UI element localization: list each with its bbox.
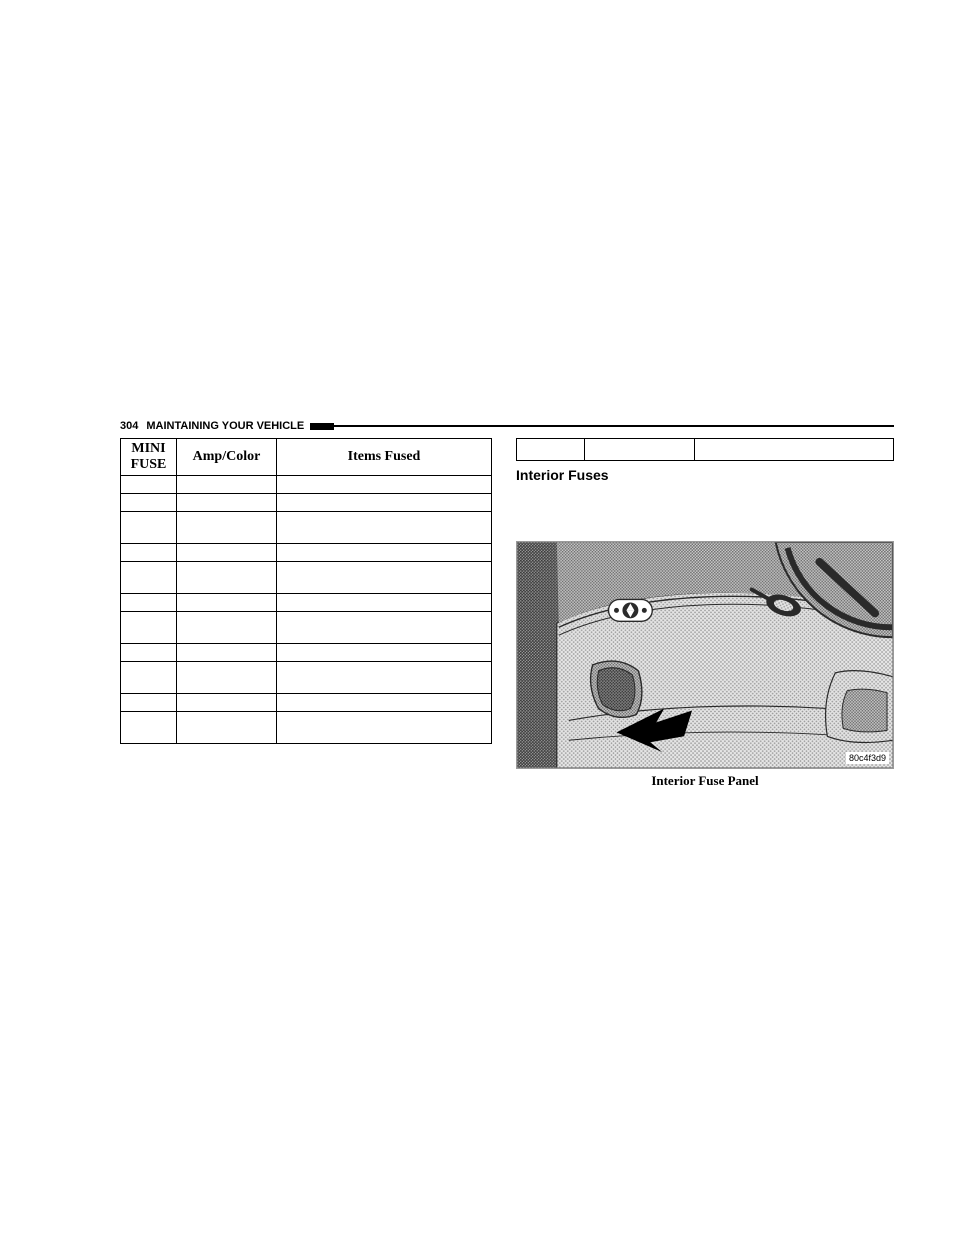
table-cell xyxy=(277,644,492,662)
table-row xyxy=(517,439,894,461)
fuse-table-body xyxy=(121,476,492,744)
table-row xyxy=(121,476,492,494)
section-heading: Interior Fuses xyxy=(516,467,894,483)
figure-caption: Interior Fuse Panel xyxy=(516,773,894,789)
table-cell xyxy=(177,594,277,612)
table-cell xyxy=(121,662,177,694)
table-cell xyxy=(121,612,177,644)
table-cell xyxy=(277,694,492,712)
table-row xyxy=(121,644,492,662)
table-cell xyxy=(177,694,277,712)
header-tick xyxy=(310,423,334,430)
fuse-table-header-2: Items Fused xyxy=(277,439,492,476)
table-row xyxy=(121,594,492,612)
interior-fuse-panel-figure: 80c4f3d9 xyxy=(516,541,894,769)
table-cell xyxy=(177,494,277,512)
table-row xyxy=(121,512,492,544)
table-cell xyxy=(177,562,277,594)
table-cell xyxy=(277,612,492,644)
table-cell xyxy=(121,494,177,512)
table-cell xyxy=(517,439,585,461)
table-cell xyxy=(121,712,177,744)
table-cell xyxy=(277,476,492,494)
table-cell xyxy=(277,544,492,562)
table-row xyxy=(121,562,492,594)
header-rule xyxy=(334,425,894,427)
table-cell xyxy=(177,612,277,644)
hood-release-icon xyxy=(591,661,642,717)
table-row xyxy=(121,694,492,712)
table-cell xyxy=(177,512,277,544)
table-cell xyxy=(277,562,492,594)
table-cell xyxy=(277,494,492,512)
table-cell xyxy=(177,544,277,562)
table-cell xyxy=(121,644,177,662)
fuse-table-header-0: MINI FUSE xyxy=(121,439,177,476)
fuse-table-header-1: Amp/Color xyxy=(177,439,277,476)
table-cell xyxy=(177,712,277,744)
table-cell xyxy=(277,594,492,612)
table-cell xyxy=(277,512,492,544)
table-cell xyxy=(121,544,177,562)
page-header: 304 MAINTAINING YOUR VEHICLE xyxy=(120,420,894,432)
table-row xyxy=(121,662,492,694)
table-cell xyxy=(121,594,177,612)
table-cell xyxy=(695,439,894,461)
table-cell xyxy=(121,694,177,712)
small-table-body xyxy=(517,439,894,461)
table-cell xyxy=(121,562,177,594)
mirror-switch-icon xyxy=(609,599,653,621)
figure-image-id: 80c4f3d9 xyxy=(846,752,889,764)
table-cell xyxy=(177,644,277,662)
table-row xyxy=(121,612,492,644)
table-cell xyxy=(277,662,492,694)
fuse-table: MINI FUSE Amp/Color Items Fused xyxy=(120,438,492,744)
table-cell xyxy=(277,712,492,744)
table-cell xyxy=(177,662,277,694)
table-row xyxy=(121,712,492,744)
header-title: MAINTAINING YOUR VEHICLE xyxy=(146,420,304,432)
kick-panel-icon xyxy=(826,671,893,743)
table-cell xyxy=(585,439,695,461)
page-number: 304 xyxy=(120,420,138,432)
small-table xyxy=(516,438,894,461)
table-cell xyxy=(121,476,177,494)
table-row xyxy=(121,544,492,562)
table-row xyxy=(121,494,492,512)
table-cell xyxy=(177,476,277,494)
table-cell xyxy=(121,512,177,544)
